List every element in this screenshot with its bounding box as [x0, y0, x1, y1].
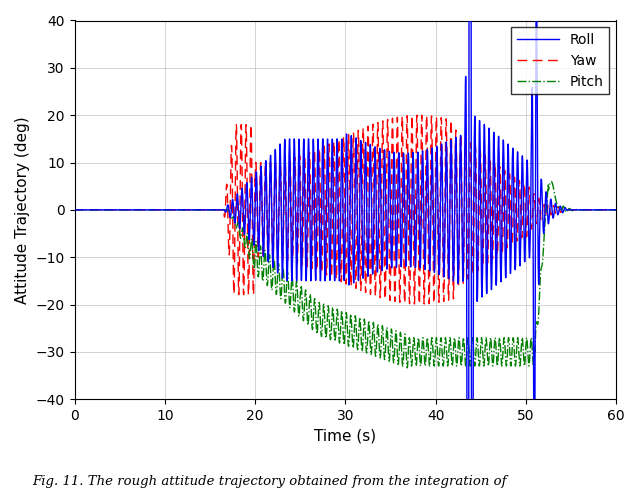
Roll — [331, 278, 339, 284]
Yaw — [413, 112, 420, 118]
Text: Fig. 11. The rough attitude trajectory obtained from the integration of: Fig. 11. The rough attitude trajectory o… — [32, 475, 506, 488]
Roll — [250, 240, 258, 246]
Yaw — [415, 301, 423, 307]
Yaw — [286, 156, 294, 162]
Y-axis label: Attitude Trajectory (deg): Attitude Trajectory (deg) — [15, 116, 30, 304]
Line: Roll: Roll — [74, 0, 616, 493]
Pitch — [70, 207, 78, 213]
Yaw — [588, 207, 596, 213]
X-axis label: Time (s): Time (s) — [314, 428, 376, 444]
Line: Pitch: Pitch — [74, 181, 616, 368]
Roll — [286, 156, 294, 162]
Pitch — [331, 337, 339, 343]
Roll — [179, 207, 186, 213]
Yaw — [331, 171, 339, 177]
Yaw — [612, 207, 620, 213]
Yaw — [70, 207, 78, 213]
Line: Yaw: Yaw — [74, 115, 616, 304]
Pitch — [612, 207, 620, 213]
Roll — [399, 159, 407, 165]
Pitch — [399, 360, 407, 366]
Pitch — [250, 266, 258, 272]
Pitch — [286, 304, 294, 310]
Pitch — [403, 365, 411, 371]
Yaw — [399, 170, 407, 176]
Legend: Roll, Yaw, Pitch: Roll, Yaw, Pitch — [511, 28, 609, 95]
Pitch — [179, 207, 186, 213]
Pitch — [547, 178, 555, 184]
Yaw — [250, 252, 258, 258]
Roll — [612, 207, 620, 213]
Roll — [70, 207, 78, 213]
Roll — [588, 207, 596, 213]
Yaw — [179, 207, 186, 213]
Pitch — [588, 207, 596, 213]
